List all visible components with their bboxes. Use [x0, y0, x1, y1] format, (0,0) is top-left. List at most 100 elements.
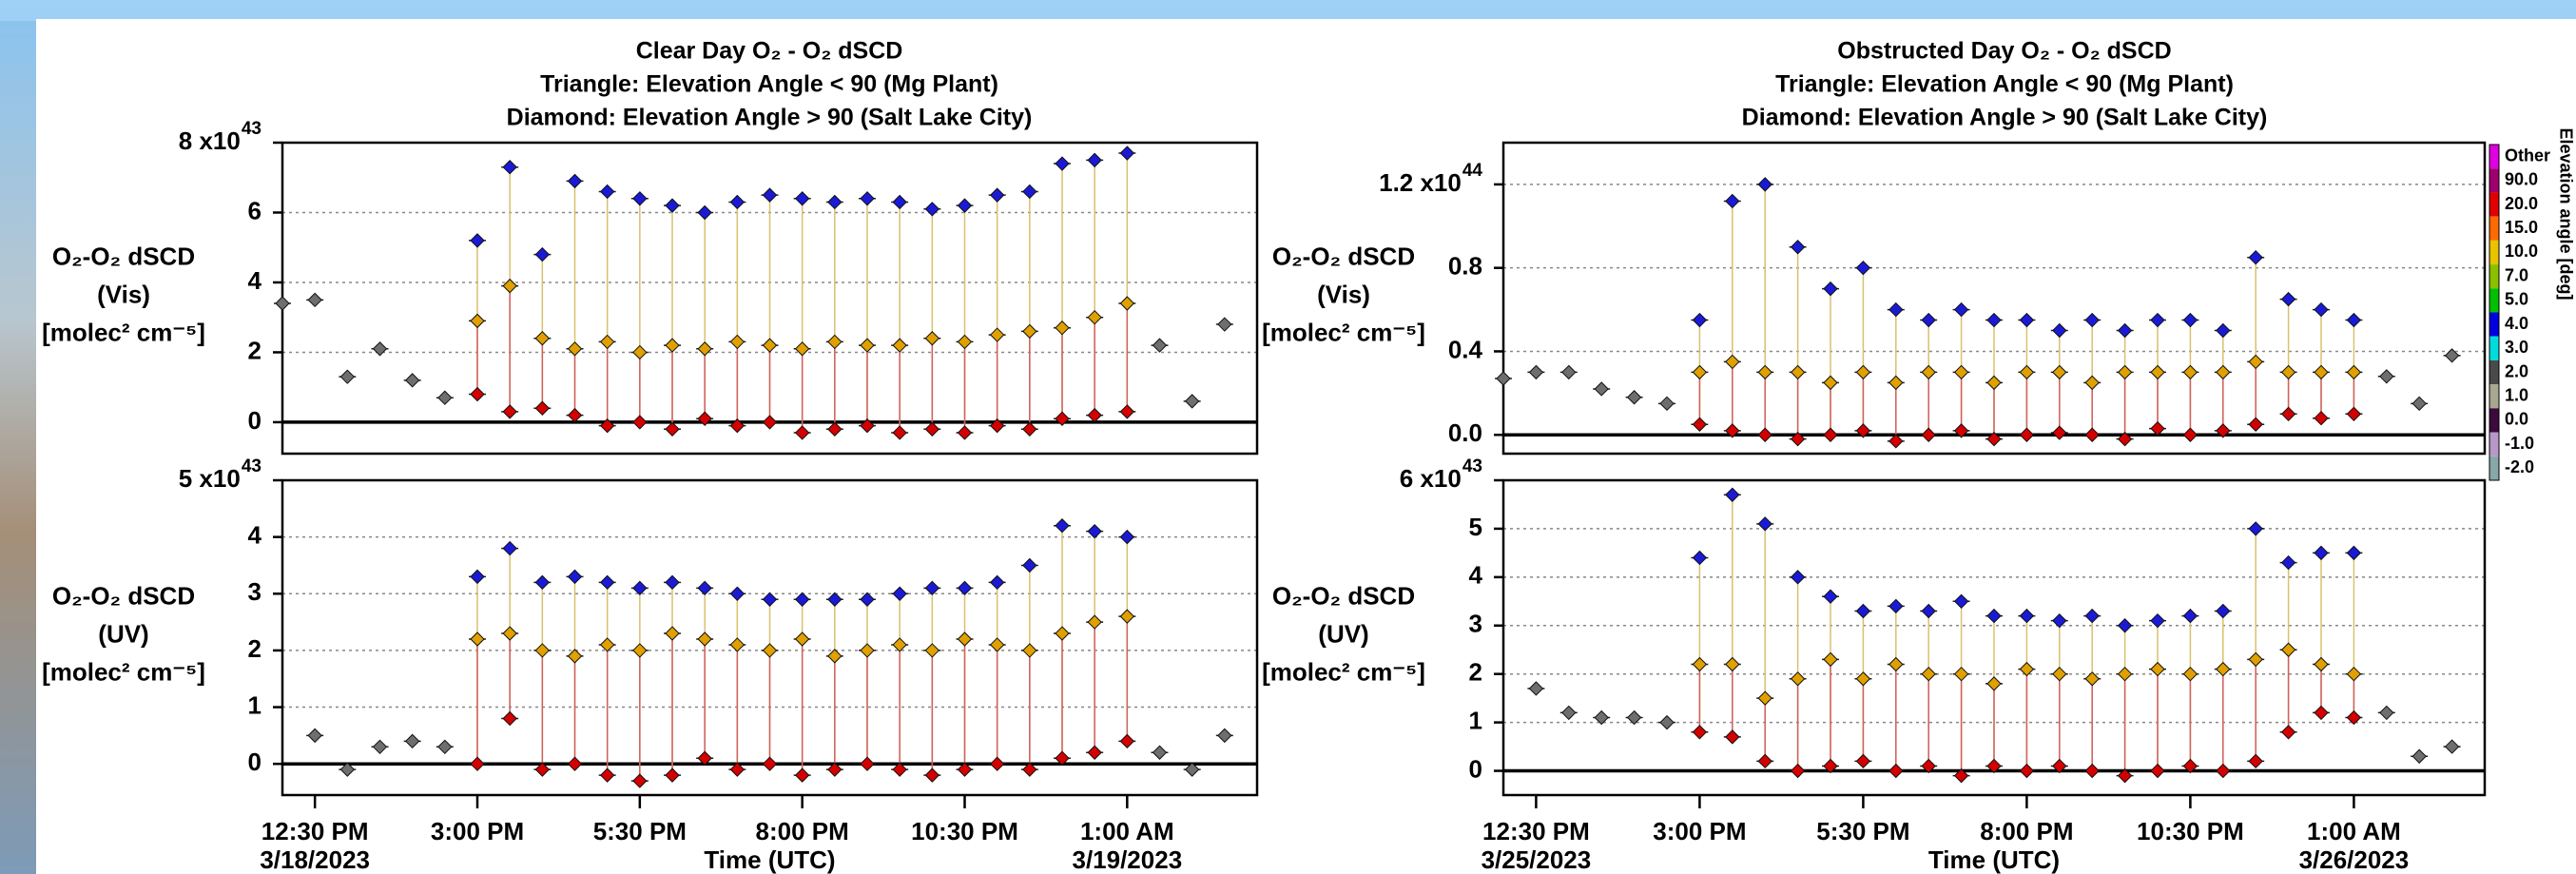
x-tick-label: 12:30 PM — [1482, 817, 1590, 845]
y-axis-label: (Vis) — [97, 280, 150, 308]
data-point — [1725, 193, 1740, 209]
y-axis-label: O₂-O₂ dSCD — [52, 581, 195, 610]
data-point — [1953, 423, 1969, 438]
data-point — [729, 194, 746, 210]
data-point — [567, 649, 583, 664]
data-point — [2346, 312, 2362, 328]
data-point — [2150, 312, 2165, 328]
data-point — [1055, 750, 1070, 766]
data-point — [2280, 291, 2296, 307]
data-point — [1119, 733, 1135, 749]
data-point — [2019, 608, 2035, 624]
data-point — [2052, 758, 2067, 774]
data-point — [470, 569, 485, 585]
data-point — [404, 733, 420, 749]
data-point — [794, 425, 810, 440]
data-point — [599, 184, 615, 200]
data-point — [599, 574, 615, 591]
data-point — [1119, 296, 1135, 311]
y-axis-label: [molec² cm⁻⁵] — [1262, 318, 1425, 346]
data-point — [794, 191, 810, 206]
colorbar-label: 3.0 — [2505, 338, 2528, 357]
data-point — [1921, 364, 1936, 380]
colorbar-swatch — [2489, 432, 2499, 456]
data-point — [2084, 608, 2100, 624]
data-point — [1152, 745, 1168, 760]
data-point — [1119, 609, 1135, 624]
data-point — [2117, 364, 2133, 380]
data-point — [1055, 156, 1070, 171]
data-point — [1855, 260, 1871, 276]
data-point — [1184, 394, 1200, 409]
data-point — [1496, 371, 1511, 386]
data-point — [2182, 666, 2198, 682]
data-point — [762, 643, 778, 658]
data-point — [502, 160, 517, 175]
data-point — [2182, 427, 2198, 442]
data-point — [534, 246, 551, 262]
chart-title: Clear Day O₂ - O₂ dSCD — [636, 38, 903, 65]
chart-title: Diamond: Elevation Angle > 90 (Salt Lake… — [1742, 105, 2268, 131]
data-point — [827, 421, 843, 437]
data-point — [957, 198, 973, 213]
data-point — [697, 580, 712, 596]
data-point — [632, 191, 648, 206]
data-point — [1692, 417, 1708, 432]
data-point — [2248, 753, 2263, 769]
data-point — [1855, 671, 1871, 687]
data-point — [1855, 603, 1871, 619]
y-tick-label: 4 — [248, 266, 262, 295]
data-point — [989, 327, 1005, 342]
y-tick-label: 1.2 x10 — [1379, 168, 1462, 197]
data-point — [2150, 612, 2165, 629]
data-point — [372, 341, 388, 357]
data-point — [1823, 589, 1838, 604]
data-point — [1986, 375, 2002, 391]
y-tick-label: 0.4 — [1448, 335, 1483, 363]
data-point — [827, 649, 843, 664]
chart-title: Triangle: Elevation Angle < 90 (Mg Plant… — [1775, 71, 2234, 98]
data-point — [2346, 364, 2362, 380]
data-point — [924, 421, 940, 437]
data-point — [1790, 240, 1806, 255]
data-point — [665, 338, 680, 353]
x-date-label: 3/19/2023 — [1072, 845, 1182, 874]
data-point — [534, 331, 551, 346]
data-point — [2444, 348, 2460, 363]
data-point — [437, 390, 453, 405]
colorbar-label: Other — [2505, 146, 2550, 165]
data-point — [1953, 364, 1969, 380]
data-point — [1626, 709, 1642, 726]
colorbar-frame — [2489, 144, 2500, 481]
data-point — [697, 204, 712, 221]
data-point — [632, 344, 648, 360]
data-point — [1921, 427, 1936, 442]
y-axis-exponent: 43 — [242, 119, 261, 139]
colorbar-swatch — [2489, 359, 2499, 385]
colorbar-swatch — [2489, 216, 2499, 241]
data-point — [1528, 364, 1544, 380]
data-point — [697, 411, 712, 426]
data-point — [2248, 651, 2263, 668]
data-point — [1022, 557, 1037, 573]
data-point — [1888, 656, 1904, 672]
data-point — [1217, 728, 1232, 744]
data-point — [1055, 320, 1070, 336]
y-axis-label: (Vis) — [1317, 280, 1370, 308]
data-point — [762, 187, 778, 203]
data-point — [2084, 671, 2100, 687]
colorbar-label: 2.0 — [2505, 361, 2528, 380]
data-point — [632, 415, 648, 430]
data-point — [2280, 554, 2296, 571]
data-point — [2314, 364, 2329, 380]
data-point — [2052, 364, 2067, 380]
data-point — [1888, 301, 1904, 318]
x-tick-label: 8:00 PM — [1980, 817, 2073, 845]
data-point — [502, 710, 517, 727]
colorbar-swatch — [2489, 384, 2499, 409]
y-axis-exponent: 43 — [242, 456, 261, 476]
data-point — [2248, 354, 2263, 370]
data-point — [2084, 427, 2100, 442]
data-point — [470, 233, 485, 248]
